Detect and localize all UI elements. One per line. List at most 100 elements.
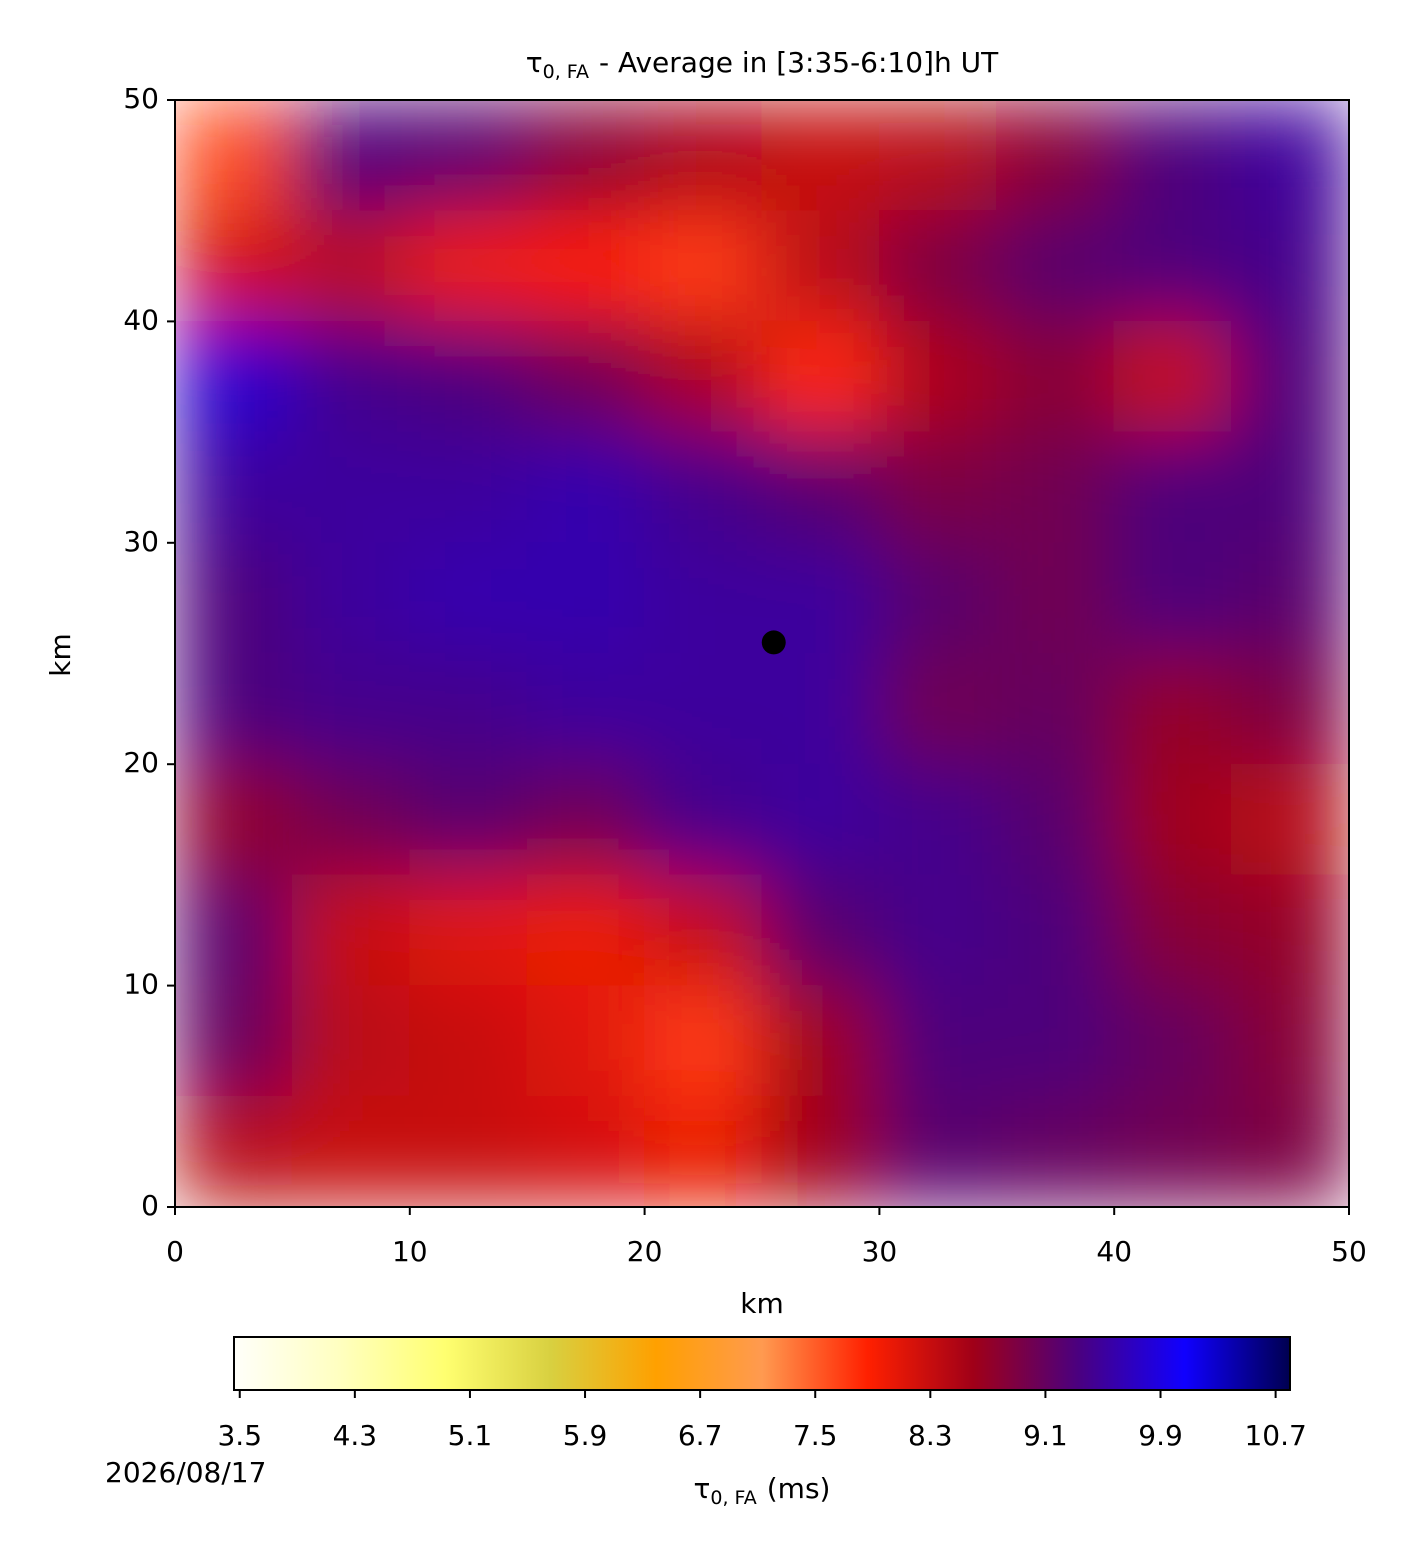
heatmap-cell bbox=[175, 985, 293, 1097]
x-tick-label: 10 bbox=[392, 1235, 428, 1268]
y-tick-label: 10 bbox=[123, 968, 159, 1001]
title-text: - Average in [3:35-6:10]h UT bbox=[599, 46, 999, 79]
heatmap-cell bbox=[878, 210, 998, 322]
heatmap-cell bbox=[291, 1095, 411, 1207]
heatmap-cell bbox=[175, 653, 293, 765]
plot-frame bbox=[174, 99, 1350, 1208]
heatmap-cell bbox=[878, 653, 998, 765]
heatmap-cell bbox=[644, 874, 763, 987]
heatmap bbox=[175, 100, 1349, 1207]
axes: 0 10 20 30 40 50 0 10 20 30 40 50 bbox=[123, 82, 1366, 1268]
heatmap-cell bbox=[1113, 210, 1233, 322]
heatmap-cell bbox=[409, 320, 528, 433]
heatmap-cell bbox=[761, 985, 880, 1097]
heatmap-cell bbox=[175, 1095, 293, 1207]
heatmap-cell bbox=[761, 874, 880, 987]
heatmap-cell bbox=[644, 653, 763, 765]
heatmap-cell bbox=[1231, 985, 1349, 1097]
heatmap-cell bbox=[1113, 874, 1233, 987]
heatmap-cell bbox=[175, 431, 293, 544]
colorbar-tick-label: 6.7 bbox=[678, 1419, 723, 1452]
heatmap-cell bbox=[291, 763, 411, 876]
y-tick-label: 20 bbox=[123, 746, 159, 779]
heatmap-cell bbox=[175, 100, 293, 212]
x-tick-label: 50 bbox=[1331, 1235, 1367, 1268]
heatmap-cell bbox=[878, 1095, 998, 1207]
title-subscript: 0, FA bbox=[543, 61, 589, 83]
heatmap-cell bbox=[409, 431, 528, 544]
heatmap-cell bbox=[291, 985, 411, 1097]
heatmap-cell bbox=[1231, 542, 1349, 654]
heatmap-cell bbox=[1113, 653, 1233, 765]
heatmap-cell bbox=[644, 1095, 763, 1207]
heatmap-cell bbox=[291, 210, 411, 322]
colorbar bbox=[233, 1336, 1291, 1391]
heatmap-cell bbox=[761, 653, 880, 765]
heatmap-cell bbox=[526, 985, 646, 1097]
heatmap-cell bbox=[291, 431, 411, 544]
heatmap-cell bbox=[526, 100, 646, 212]
heatmap-cell bbox=[175, 210, 293, 322]
x-tick-label: 0 bbox=[166, 1235, 184, 1268]
heatmap-cell bbox=[175, 542, 293, 654]
heatmap-cell bbox=[526, 210, 646, 322]
colorbar-tick-label: 4.3 bbox=[333, 1419, 378, 1452]
heatmap-cell bbox=[644, 320, 763, 433]
y-tick-label: 0 bbox=[141, 1189, 159, 1222]
y-axis-label: km bbox=[44, 633, 77, 677]
heatmap-cell bbox=[526, 653, 646, 765]
x-tick-label: 30 bbox=[862, 1235, 898, 1268]
clabel-subscript: 0, FA bbox=[710, 1487, 756, 1509]
heatmap-cell bbox=[175, 763, 293, 876]
heatmap-cell bbox=[644, 763, 763, 876]
heatmap-cell bbox=[761, 431, 880, 544]
heatmap-cell bbox=[526, 320, 646, 433]
heatmap-cell bbox=[175, 320, 293, 433]
colorbar-tick-label: 10.7 bbox=[1244, 1419, 1306, 1452]
colorbar-tick-label: 8.3 bbox=[908, 1419, 953, 1452]
colorbar-tick-label: 5.1 bbox=[448, 1419, 493, 1452]
colorbar-tick-label: 3.5 bbox=[217, 1419, 262, 1452]
heatmap-cell bbox=[996, 653, 1115, 765]
heatmap-cell bbox=[526, 1095, 646, 1207]
heatmap-cell bbox=[526, 542, 646, 654]
heatmap-cell bbox=[291, 100, 411, 212]
heatmap-cell bbox=[175, 874, 293, 987]
heatmap-cell bbox=[409, 210, 528, 322]
heatmap-cell bbox=[996, 431, 1115, 544]
chart-title: τ0, FA - Average in [3:35-6:10]h UT bbox=[526, 46, 999, 83]
heatmap-cell bbox=[1113, 763, 1233, 876]
marker-point bbox=[761, 630, 786, 655]
heatmap-cell bbox=[644, 431, 763, 544]
heatmap-cell bbox=[996, 210, 1115, 322]
heatmap-cell bbox=[878, 320, 998, 433]
heatmap-cell bbox=[1113, 431, 1233, 544]
heatmap-cell bbox=[1231, 431, 1349, 544]
heatmap-cell bbox=[291, 874, 411, 987]
heatmap-cell bbox=[761, 320, 880, 433]
heatmap-cell bbox=[1113, 320, 1233, 433]
heatmap-cell bbox=[878, 431, 998, 544]
heatmap-cell bbox=[526, 874, 646, 987]
heatmap-cell bbox=[291, 653, 411, 765]
heatmap-cell bbox=[761, 100, 880, 212]
x-axis-label: km bbox=[740, 1287, 784, 1320]
heatmap-cell bbox=[996, 874, 1115, 987]
y-tick-label: 30 bbox=[123, 525, 159, 558]
heatmap-cell bbox=[996, 320, 1115, 433]
y-tick-label: 50 bbox=[123, 82, 159, 115]
heatmap-cell bbox=[878, 763, 998, 876]
heatmap-cell bbox=[1231, 763, 1349, 876]
heatmap-cell bbox=[409, 100, 528, 212]
x-tick-label: 40 bbox=[1096, 1235, 1132, 1268]
heatmap-field bbox=[175, 100, 1349, 1207]
heatmap-cell bbox=[761, 763, 880, 876]
heatmap-cell bbox=[409, 985, 528, 1097]
heatmap-cell bbox=[1113, 1095, 1233, 1207]
heatmap-cell bbox=[878, 542, 998, 654]
heatmap-cell bbox=[1113, 100, 1233, 212]
heatmap-cell bbox=[1231, 874, 1349, 987]
heatmap-cell bbox=[996, 100, 1115, 212]
heatmap-cell bbox=[878, 100, 998, 212]
